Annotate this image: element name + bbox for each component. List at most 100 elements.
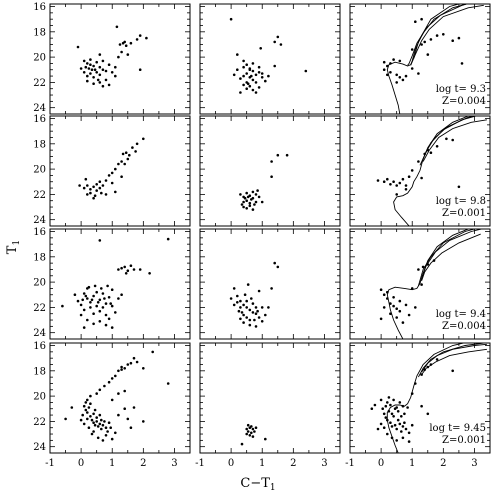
- star-point: [254, 426, 258, 430]
- star-point: [126, 363, 130, 366]
- y-tick-label: 22: [33, 303, 46, 314]
- star-point: [257, 71, 261, 74]
- star-point: [89, 58, 92, 61]
- star-point: [95, 189, 98, 192]
- star-point: [398, 401, 402, 404]
- star-point: [121, 152, 125, 156]
- star-point: [89, 402, 92, 406]
- star-point: [245, 191, 248, 195]
- star-point: [264, 313, 267, 317]
- star-point: [76, 45, 80, 49]
- star-point: [392, 180, 395, 183]
- star-point: [386, 73, 389, 77]
- star-point: [76, 299, 80, 303]
- star-point: [270, 287, 273, 290]
- star-point: [96, 425, 100, 428]
- star-point: [98, 81, 102, 84]
- star-point: [110, 398, 114, 402]
- star-point: [101, 292, 105, 295]
- star-point: [392, 415, 395, 418]
- star-point: [426, 53, 430, 56]
- star-point: [251, 427, 255, 431]
- star-point: [245, 432, 248, 436]
- star-point: [251, 302, 255, 305]
- star-point: [129, 264, 133, 268]
- star-point: [398, 299, 402, 303]
- star-point: [386, 432, 389, 436]
- metallicity-label: Z=0.004: [442, 96, 486, 107]
- star-point: [229, 297, 233, 300]
- star-point: [395, 193, 399, 196]
- star-point: [426, 263, 430, 266]
- y-tick-label: 24: [33, 215, 46, 226]
- isochrone-curve: [407, 4, 469, 66]
- star-point: [245, 306, 248, 309]
- star-point: [386, 177, 389, 181]
- star-point: [236, 53, 239, 56]
- metallicity-label: Z=0.004: [442, 321, 486, 332]
- star-point: [304, 69, 308, 73]
- star-point: [87, 67, 91, 70]
- star-point: [426, 412, 430, 416]
- star-point: [92, 196, 95, 200]
- star-point: [135, 142, 139, 146]
- star-point: [104, 179, 108, 182]
- star-point: [420, 43, 423, 46]
- star-point: [442, 33, 445, 36]
- star-point: [64, 417, 67, 421]
- star-point: [106, 284, 109, 288]
- star-point: [78, 184, 81, 187]
- star-point: [248, 204, 252, 208]
- star-point: [87, 426, 91, 430]
- star-point: [100, 287, 103, 290]
- star-point: [89, 301, 92, 304]
- star-point: [407, 440, 411, 443]
- star-point: [245, 427, 248, 431]
- star-point: [410, 392, 414, 395]
- star-point: [248, 68, 252, 71]
- star-point: [395, 316, 399, 319]
- panel-r0-c1: [199, 3, 341, 115]
- star-point: [400, 430, 403, 433]
- star-point: [242, 83, 245, 87]
- star-point: [398, 309, 402, 313]
- star-point: [166, 382, 170, 385]
- star-point: [270, 175, 273, 178]
- star-point: [395, 439, 399, 442]
- star-point: [395, 81, 399, 84]
- star-point: [104, 313, 108, 317]
- star-point: [386, 401, 389, 404]
- star-point: [90, 68, 94, 71]
- star-point: [109, 302, 112, 305]
- star-point: [242, 321, 245, 324]
- star-point: [267, 306, 270, 309]
- star-point: [89, 306, 92, 309]
- star-point: [103, 297, 106, 300]
- star-point: [92, 76, 95, 79]
- star-point: [239, 193, 242, 196]
- star-point: [232, 73, 236, 77]
- star-point: [407, 431, 411, 435]
- y-tick-label: 18: [33, 252, 46, 263]
- star-point: [229, 17, 233, 21]
- star-point: [109, 426, 112, 430]
- star-point: [90, 432, 94, 436]
- star-point: [426, 365, 430, 369]
- x-tick-label: 3: [171, 458, 177, 469]
- star-point: [120, 368, 123, 371]
- x-tick-label: 2: [440, 458, 446, 469]
- star-point: [104, 323, 108, 327]
- panel-r1-c1: [199, 115, 341, 227]
- star-point: [92, 421, 95, 425]
- star-point: [92, 312, 95, 316]
- star-point: [382, 412, 386, 416]
- star-point: [276, 35, 280, 39]
- y-tick-label: 24: [33, 442, 46, 453]
- star-point: [389, 312, 392, 316]
- star-point: [82, 422, 86, 426]
- isochrone-curve: [421, 233, 481, 281]
- star-point: [115, 25, 119, 29]
- panel-frame: [49, 228, 191, 340]
- star-point: [129, 41, 133, 45]
- age-label: log t= 9.45: [429, 423, 486, 434]
